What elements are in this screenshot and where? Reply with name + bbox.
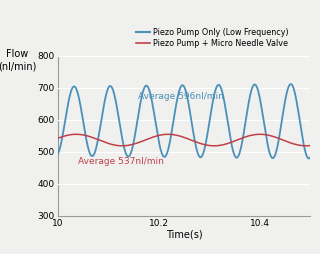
Text: Average 537nl/min: Average 537nl/min (78, 157, 164, 166)
Legend: Piezo Pump Only (Low Frequency), Piezo Pump + Micro Needle Valve: Piezo Pump Only (Low Frequency), Piezo P… (132, 25, 292, 51)
Y-axis label: Flow
(nl/min): Flow (nl/min) (0, 50, 36, 71)
Text: Average 596nl/min: Average 596nl/min (139, 92, 224, 101)
X-axis label: Time(s): Time(s) (166, 229, 202, 239)
